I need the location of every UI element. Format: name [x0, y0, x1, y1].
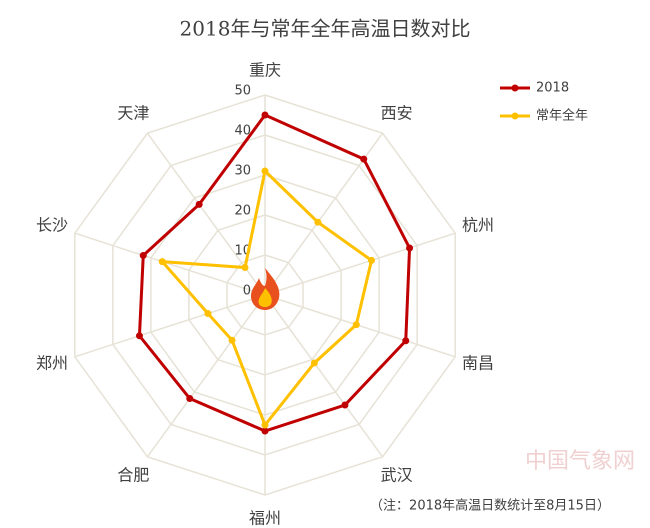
category-label: 杭州 [462, 215, 494, 234]
series-marker [314, 218, 322, 226]
category-label: 南昌 [462, 354, 494, 373]
category-label: 重庆 [249, 61, 281, 80]
series-marker [195, 200, 203, 208]
legend-marker [511, 112, 519, 120]
r-tick-label: 0 [243, 284, 251, 299]
series-marker [360, 155, 368, 163]
watermark: 中国气象网 [525, 449, 635, 474]
axis-line [74, 294, 266, 358]
series-marker [402, 337, 410, 345]
note: （注：2018年高温日数统计至8月15日） [370, 498, 610, 514]
axis-line [264, 294, 456, 358]
series-marker [139, 251, 147, 259]
series-marker [241, 263, 249, 271]
series-marker [310, 359, 318, 367]
axis-line [264, 294, 384, 458]
series-marker [261, 421, 269, 429]
axis-line [264, 232, 456, 296]
legend-marker [511, 84, 519, 92]
series-marker [186, 395, 194, 403]
axis-line [146, 294, 266, 458]
category-label: 合肥 [117, 466, 149, 485]
series-marker [158, 258, 166, 266]
legend-label: 常年全年 [536, 108, 588, 124]
legend-label: 2018 [536, 81, 569, 96]
series-marker [228, 336, 236, 344]
series-marker [341, 401, 349, 409]
category-label: 郑州 [36, 354, 68, 373]
series-marker [204, 310, 212, 318]
series-marker [261, 111, 269, 119]
axis-line [74, 232, 266, 296]
chart-title: 2018年与常年全年高温日数对比 [180, 17, 471, 41]
series-marker [135, 332, 143, 340]
flame-icon [251, 268, 280, 310]
r-tick-label: 50 [234, 84, 251, 99]
series-marker [368, 256, 376, 264]
category-label: 长沙 [36, 215, 68, 234]
r-tick-label: 30 [234, 164, 251, 179]
category-label: 西安 [381, 103, 413, 122]
series-marker [352, 321, 360, 329]
category-label: 天津 [117, 103, 149, 122]
r-tick-label: 40 [234, 124, 251, 139]
category-label: 福州 [249, 509, 281, 528]
series-marker [406, 244, 414, 252]
series-marker [261, 167, 269, 175]
category-label: 武汉 [381, 466, 413, 485]
r-tick-label: 20 [234, 204, 251, 219]
series-marker [261, 427, 269, 435]
